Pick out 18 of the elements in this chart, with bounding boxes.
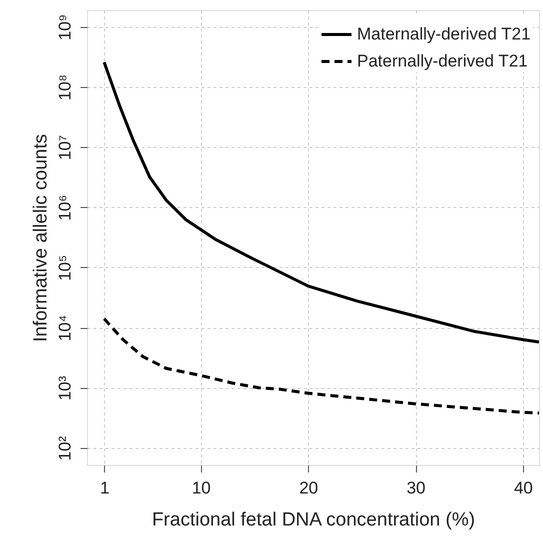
y-tick-label: 10⁷ [56, 135, 74, 160]
x-tick-label: 10 [192, 478, 211, 498]
x-axis-title: Fractional fetal DNA concentration (%) [152, 510, 476, 530]
y-tick-label: 10⁶ [56, 194, 74, 221]
y-tick-label: 10⁴ [56, 314, 74, 342]
legend-label: Paternally-derived T21 [357, 52, 528, 70]
y-tick-label: 10⁸ [56, 74, 74, 100]
y-tick-label: 10³ [56, 376, 74, 401]
line-series [102, 317, 539, 415]
x-tick-label: 1 [100, 478, 110, 498]
x-tick-label: 40 [514, 478, 533, 498]
y-tick-label: 10⁹ [56, 14, 74, 40]
y-tick-label: 10⁵ [56, 254, 74, 281]
x-tick-label: 30 [406, 478, 426, 498]
y-tick-label: 10² [56, 436, 74, 461]
y-axis-title: Informative allelic counts [30, 134, 52, 342]
x-tick-label: 20 [299, 478, 318, 498]
legend-label: Maternally-derived T21 [357, 24, 531, 44]
